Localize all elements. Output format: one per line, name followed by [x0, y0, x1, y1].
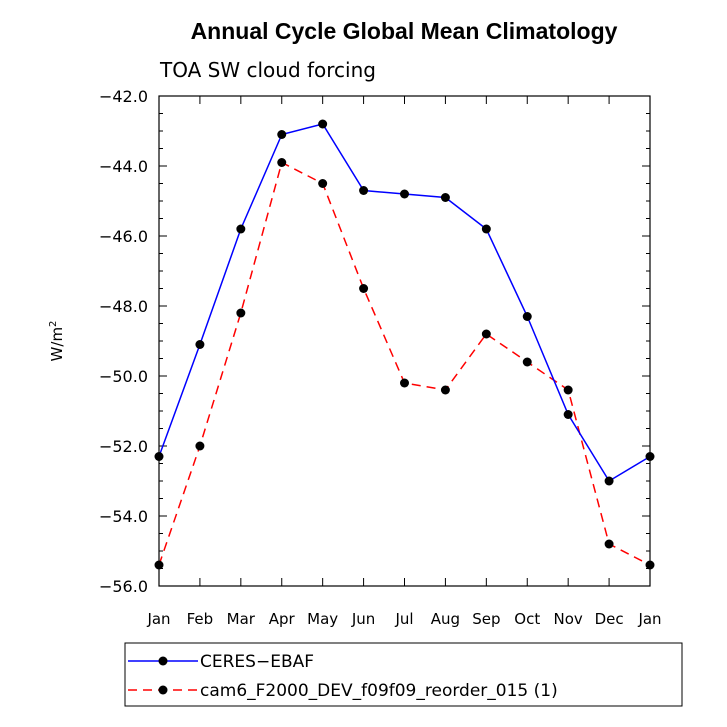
data-point-series-1	[645, 560, 655, 570]
x-tick-label: Dec	[595, 610, 624, 628]
y-tick-label: −46.0	[99, 227, 148, 246]
data-point-series-0	[440, 193, 450, 202]
legend: CERES−EBAF cam6_F2000_DEV_f09f09_reorder…	[124, 642, 683, 707]
y-tick-label: −52.0	[99, 437, 148, 456]
data-point-series-0	[318, 119, 328, 129]
x-tick-label: May	[307, 610, 338, 628]
y-tick-label: −54.0	[99, 507, 148, 526]
x-tick-label: Jul	[394, 610, 413, 628]
data-point-series-1	[236, 308, 246, 318]
x-tick-label: Jan	[146, 610, 170, 628]
data-point-series-1	[481, 329, 491, 339]
data-point-series-0	[154, 452, 164, 461]
data-point-series-1	[522, 357, 532, 367]
data-point-series-0	[522, 312, 532, 321]
data-point-series-1	[440, 385, 450, 395]
y-tick-label: −56.0	[99, 577, 148, 596]
x-tick-label: Jan	[637, 610, 661, 628]
data-point-series-0	[236, 224, 246, 234]
y-tick-label: −42.0	[99, 87, 148, 106]
data-point-series-1	[154, 560, 164, 570]
x-axis: Jan Feb Mar Apr May Jun Jul Aug Sep Oct Nov Dec Jan	[146, 96, 662, 628]
legend-marker-ceres	[158, 656, 168, 666]
data-point-series-1	[195, 441, 205, 451]
data-point-series-0	[481, 224, 491, 234]
data-point-series-0	[645, 452, 655, 461]
series-line-0	[158, 123, 651, 483]
data-point-series-1	[400, 378, 409, 388]
y-axis-label-superscript: 2	[48, 321, 59, 327]
data-point-series-0	[277, 130, 287, 139]
data-point-series-0	[400, 189, 409, 199]
legend-label-cam6: cam6_F2000_DEV_f09f09_reorder_015 (1)	[200, 681, 558, 701]
y-axis-label: W/m2	[48, 321, 66, 362]
y-axis: −42.0 −44.0 −46.0 −48.0 −50.0 −52.0 −54.0 −56.0	[99, 87, 650, 596]
y-tick-label: −44.0	[99, 157, 148, 176]
data-point-series-0	[359, 186, 369, 195]
x-tick-label: Apr	[269, 610, 296, 628]
legend-label-ceres: CERES−EBAF	[200, 652, 314, 672]
data-point-series-1	[563, 385, 573, 395]
data-point-series-1	[318, 179, 328, 188]
legend-marker-cam6	[158, 685, 168, 695]
x-tick-label: Mar	[227, 610, 256, 628]
legend-box	[124, 642, 683, 707]
x-tick-label: Aug	[431, 610, 460, 628]
data-point-series-1	[359, 284, 369, 293]
y-tick-label: −50.0	[99, 367, 148, 386]
x-tick-label: Nov	[554, 610, 583, 628]
plot-area	[158, 95, 651, 587]
y-tick-label: −48.0	[99, 297, 148, 316]
series-layer	[154, 119, 655, 570]
series-line-1	[158, 161, 651, 566]
data-point-series-0	[563, 410, 573, 419]
x-tick-label: Sep	[472, 610, 500, 628]
data-point-series-0	[604, 476, 614, 486]
x-tick-label: Feb	[187, 610, 214, 628]
chart-subtitle: TOA SW cloud forcing	[159, 58, 376, 82]
chart-title: Annual Cycle Global Mean Climatology	[191, 18, 618, 44]
x-tick-label: Oct	[514, 610, 540, 628]
y-axis-label-text: W/m	[48, 327, 66, 362]
data-point-series-1	[277, 158, 287, 167]
x-tick-label: Jun	[351, 610, 375, 628]
data-point-series-1	[604, 539, 614, 549]
data-point-series-0	[195, 340, 205, 349]
